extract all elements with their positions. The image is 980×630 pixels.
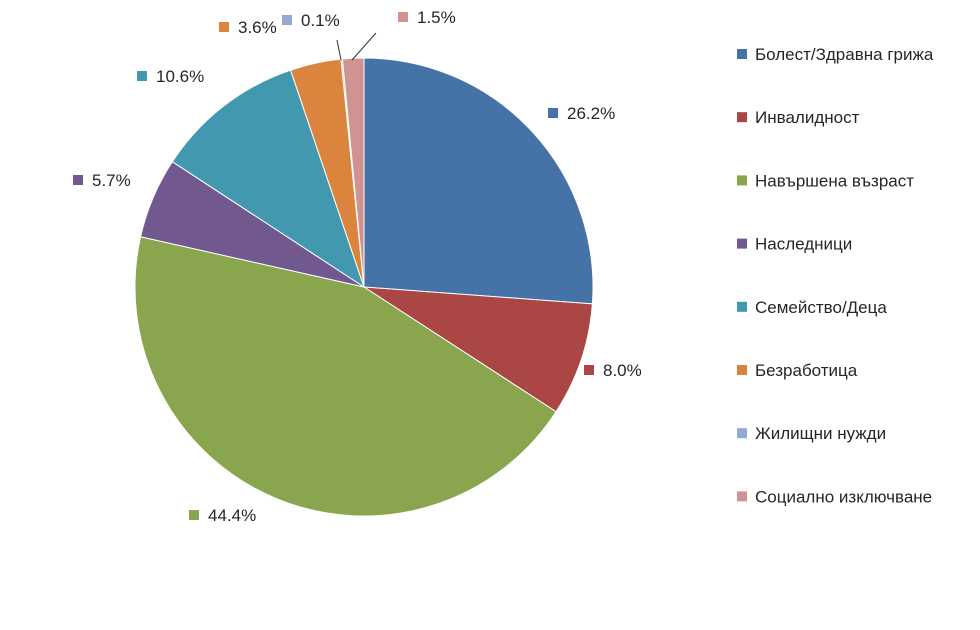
data-label-4: 5.7% [73, 171, 131, 190]
legend-item-1: Болест/Здравна грижа [737, 45, 934, 64]
legend-item-4: Наследници [737, 235, 852, 254]
legend-item-3: Навършена възраст [737, 171, 914, 190]
leader-lines [336, 32, 377, 61]
data-label-3: 44.4% [189, 506, 256, 525]
legend-item-2: Инвалидност [737, 108, 860, 127]
data-label-marker [584, 365, 594, 375]
legend-label: Инвалидност [755, 108, 860, 127]
data-label-1: 26.2% [548, 104, 615, 123]
legend-label: Семейство/Деца [755, 298, 887, 317]
data-labels: 26.2% 8.0% 44.4% 5.7% 10.6% 3.6% 0.1% 1.5% [73, 8, 642, 525]
data-label-marker [137, 71, 147, 81]
data-label-marker [398, 12, 408, 22]
data-label-marker [282, 15, 292, 25]
data-label-text: 5.7% [92, 171, 131, 190]
legend-swatch [737, 365, 747, 375]
pie-slice-5 [171, 69, 365, 289]
data-label-text: 8.0% [603, 361, 642, 380]
legend-swatch [737, 175, 747, 186]
legend-item-6: Безработица [737, 361, 858, 380]
pie-slice-3 [134, 236, 557, 517]
legend-label: Жилищни нужди [755, 424, 886, 443]
data-label-text: 26.2% [567, 104, 615, 123]
data-label-text: 1.5% [417, 8, 456, 27]
legend-label: Наследници [755, 235, 852, 254]
pie-slice-2 [363, 286, 593, 413]
legend-swatch [737, 491, 747, 502]
data-label-text: 0.1% [301, 11, 340, 30]
data-label-7: 0.1% [282, 11, 340, 30]
legend-label: Навършена възраст [755, 171, 914, 190]
data-label-marker [219, 22, 229, 32]
leader-line [351, 32, 377, 61]
data-label-6: 3.6% [219, 18, 277, 37]
legend-item-7: Жилищни нужди [737, 424, 886, 443]
pie-slice-1 [363, 57, 594, 305]
legend-item-8: Социално изключване [737, 487, 932, 506]
legend-label: Социално изключване [755, 487, 932, 506]
data-label-2: 8.0% [584, 361, 642, 380]
legend-item-5: Семейство/Деца [737, 298, 887, 317]
legend-swatch [737, 238, 747, 249]
legend: Болест/Здравна грижа Инвалидност Навършена… [737, 45, 934, 506]
data-label-marker [189, 510, 199, 520]
data-label-5: 10.6% [137, 67, 204, 86]
data-label-8: 1.5% [398, 8, 456, 27]
legend-swatch [737, 428, 747, 439]
data-label-marker [548, 108, 558, 118]
data-label-text: 44.4% [208, 506, 256, 525]
data-label-text: 3.6% [238, 18, 277, 37]
legend-swatch [737, 112, 747, 123]
leader-line [336, 39, 342, 61]
legend-swatch [737, 49, 747, 59]
legend-swatch [737, 301, 747, 312]
pie-slices [134, 57, 594, 517]
data-label-marker [73, 175, 83, 185]
legend-label: Безработица [755, 361, 858, 380]
data-label-text: 10.6% [156, 67, 204, 86]
legend-label: Болест/Здравна грижа [755, 45, 934, 64]
